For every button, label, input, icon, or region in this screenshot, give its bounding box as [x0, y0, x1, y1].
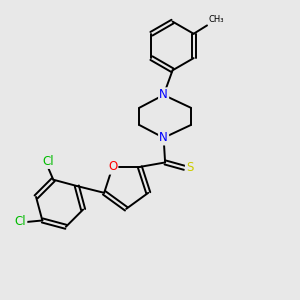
Text: Cl: Cl	[14, 215, 26, 229]
Text: Cl: Cl	[42, 155, 54, 168]
Text: O: O	[108, 160, 117, 173]
Text: N: N	[159, 131, 168, 144]
Text: CH₃: CH₃	[208, 15, 224, 24]
Text: N: N	[159, 88, 168, 101]
Text: S: S	[186, 161, 194, 174]
